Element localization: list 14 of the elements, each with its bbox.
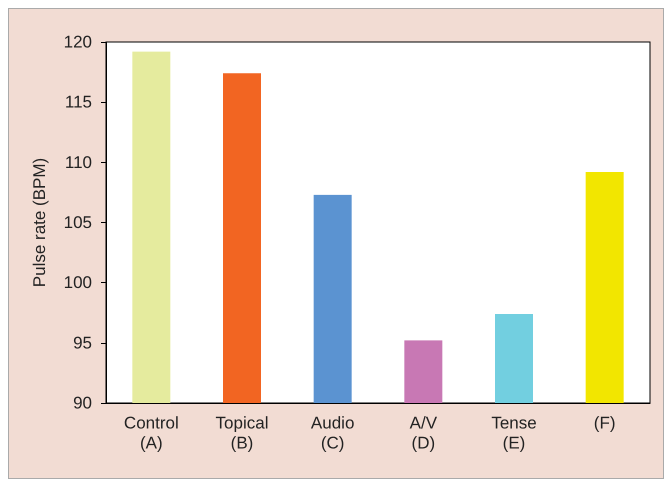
- y-axis-title: Pulse rate (BPM): [30, 158, 49, 288]
- x-tick-label: A/V (D): [410, 414, 438, 452]
- y-tick-label: 95: [73, 333, 92, 352]
- y-tick-label: 90: [73, 394, 92, 412]
- y-tick-label: 120: [64, 32, 92, 52]
- y-tick-label: 115: [64, 92, 92, 112]
- y-tick-label: 100: [64, 273, 92, 292]
- x-tick-label: Topical (B): [216, 414, 268, 452]
- x-tick-label: Audio (C): [310, 414, 354, 452]
- y-tick-label: 110: [64, 152, 92, 172]
- x-tick-label: Control (A): [124, 414, 179, 452]
- x-tick-label: Tense (E): [491, 414, 537, 452]
- x-tick-label: (F): [594, 414, 616, 432]
- y-tick-label: 105: [64, 213, 92, 232]
